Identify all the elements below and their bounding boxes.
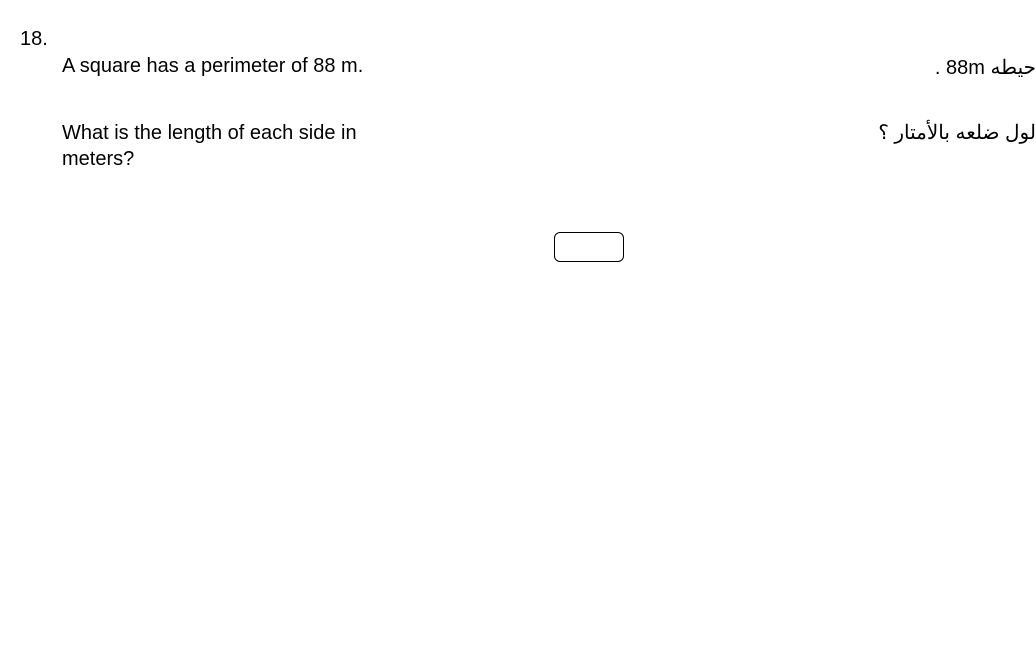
- question-text-english-line1: A square has a perimeter of 88 m.: [62, 55, 363, 78]
- question-text-english-line2: What is the length of each side in meter…: [62, 120, 382, 172]
- question-text-arabic-line2: لول ضلعه بالأمتار ؟: [878, 120, 1036, 145]
- question-number: 18.: [20, 28, 48, 51]
- answer-input[interactable]: [554, 232, 624, 262]
- question-text-arabic-line1: حيطه 88m .: [935, 55, 1036, 80]
